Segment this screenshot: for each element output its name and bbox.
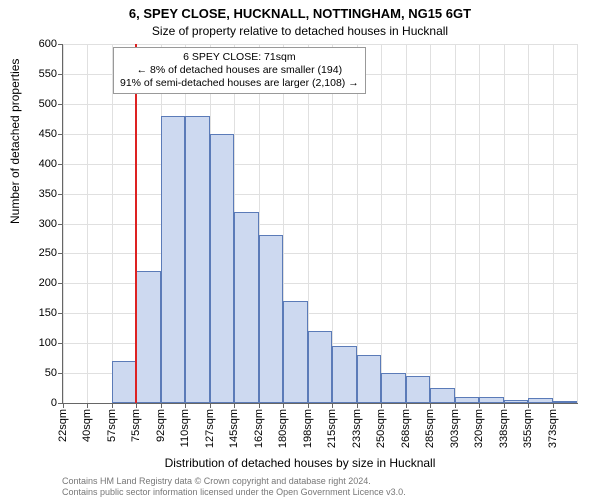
gridline-v [528,44,529,403]
xtick-label: 250sqm [375,403,387,448]
chart-title-main: 6, SPEY CLOSE, HUCKNALL, NOTTINGHAM, NG1… [0,6,600,21]
xtick-label: 285sqm [424,403,436,448]
histogram-bar [234,212,258,403]
ytick-label: 250 [17,247,57,259]
ytick-label: 100 [17,337,57,349]
xtick-label: 303sqm [449,403,461,448]
histogram-bar [161,116,185,403]
info-line-3: 91% of semi-detached houses are larger (… [120,77,359,90]
xtick-label: 320sqm [473,403,485,448]
chart-container: 6, SPEY CLOSE, HUCKNALL, NOTTINGHAM, NG1… [0,0,600,500]
ytick-label: 400 [17,158,57,170]
xtick-label: 22sqm [57,403,69,442]
histogram-bar [430,388,454,403]
histogram-bar [406,376,430,403]
gridline-h [63,104,578,105]
gridline-h [63,253,578,254]
xtick-label: 338sqm [498,403,510,448]
xtick-label: 198sqm [302,403,314,448]
histogram-bar [185,116,209,403]
gridline-h [63,194,578,195]
gridline-v [63,44,64,403]
x-axis-label: Distribution of detached houses by size … [0,456,600,470]
histogram-bar [283,301,307,403]
ytick-label: 0 [17,397,57,409]
ytick-label: 600 [17,38,57,50]
ytick-label: 350 [17,188,57,200]
gridline-v [577,44,578,403]
histogram-bar [210,134,234,403]
gridline-h [63,164,578,165]
gridline-v [357,44,358,403]
ytick-label: 550 [17,68,57,80]
xtick-label: 57sqm [106,403,118,442]
histogram-bar [381,373,405,403]
gridline-v [553,44,554,403]
plot-area: 6 SPEY CLOSE: 71sqm ← 8% of detached hou… [62,44,578,404]
gridline-v [430,44,431,403]
xtick-label: 127sqm [204,403,216,448]
footer-line-2: Contains public sector information licen… [62,487,406,497]
footer-line-1: Contains HM Land Registry data © Crown c… [62,476,406,486]
xtick-label: 145sqm [228,403,240,448]
histogram-bar [332,346,356,403]
xtick-label: 75sqm [130,403,142,442]
gridline-v [112,44,113,403]
ytick-label: 300 [17,218,57,230]
ytick-label: 50 [17,367,57,379]
ytick-label: 200 [17,277,57,289]
histogram-bar [259,235,283,403]
gridline-h [63,134,578,135]
histogram-bar [357,355,381,403]
xtick-label: 233sqm [351,403,363,448]
histogram-bar [136,271,160,403]
footer-text: Contains HM Land Registry data © Crown c… [62,476,406,497]
info-box: 6 SPEY CLOSE: 71sqm ← 8% of detached hou… [113,47,366,94]
gridline-v [455,44,456,403]
gridline-h [63,44,578,45]
xtick-label: 373sqm [547,403,559,448]
xtick-label: 180sqm [277,403,289,448]
histogram-bar [308,331,332,403]
xtick-label: 162sqm [253,403,265,448]
gridline-v [87,44,88,403]
marker-line [135,44,137,403]
xtick-label: 92sqm [155,403,167,442]
xtick-label: 268sqm [400,403,412,448]
ytick-label: 150 [17,307,57,319]
xtick-label: 40sqm [81,403,93,442]
chart-title-sub: Size of property relative to detached ho… [0,24,600,38]
gridline-v [479,44,480,403]
xtick-label: 355sqm [522,403,534,448]
ytick-label: 450 [17,128,57,140]
xtick-label: 215sqm [326,403,338,448]
xtick-label: 110sqm [179,403,191,447]
ytick-label: 500 [17,98,57,110]
histogram-bar [112,361,136,403]
gridline-v [406,44,407,403]
gridline-v [381,44,382,403]
gridline-h [63,224,578,225]
gridline-v [504,44,505,403]
info-line-2: ← 8% of detached houses are smaller (194… [120,64,359,77]
info-line-1: 6 SPEY CLOSE: 71sqm [120,51,359,64]
